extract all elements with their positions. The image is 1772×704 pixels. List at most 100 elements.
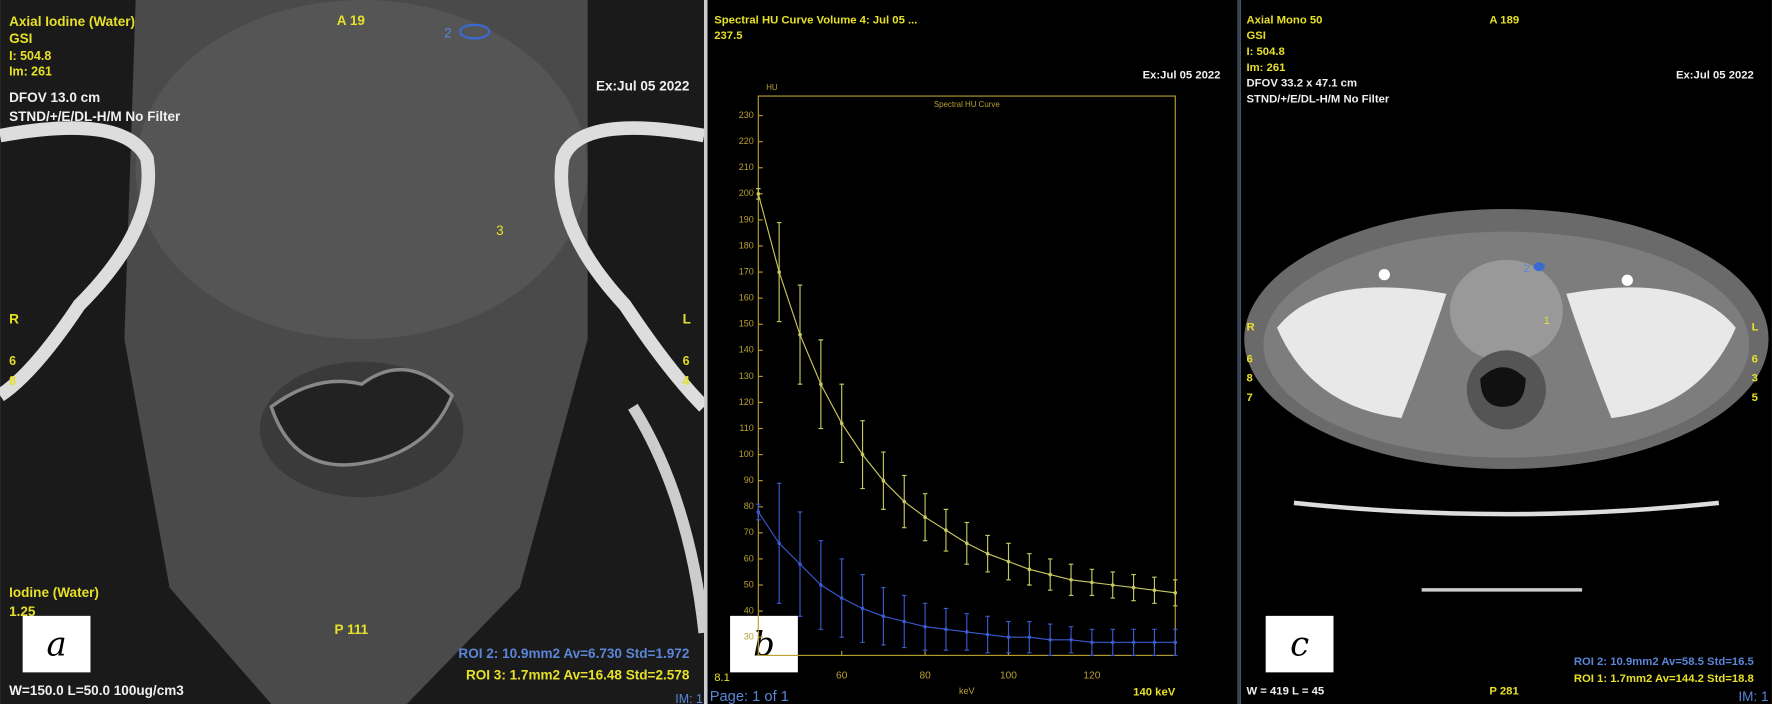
overlay-text: 6 — [1752, 353, 1758, 365]
overlay-text: Iodine (Water) — [9, 585, 99, 600]
data-point — [777, 541, 781, 546]
overlay-text: ROI 3: 1.7mm2 Av=16.48 Std=2.578 — [466, 667, 690, 682]
overlay-text: Ex:Jul 05 2022 — [596, 79, 689, 94]
overlay-text: W=150.0 L=50.0 100ug/cm3 — [9, 683, 184, 698]
panel-a-image — [0, 0, 710, 704]
x-tick-label: 120 — [1083, 670, 1100, 681]
overlay-text: 8.1 — [714, 672, 730, 684]
y-tick-label: 180 — [739, 240, 754, 250]
overlay-text: W = 419 L = 45 — [1246, 686, 1324, 698]
data-point — [1090, 640, 1094, 645]
overlay-text: Im: 261 — [9, 65, 52, 79]
data-point — [1131, 585, 1136, 590]
overlay-text: STND/+/E/DL-H/M No Filter — [9, 109, 181, 124]
overlay-text: P 111 — [335, 622, 369, 637]
data-point — [860, 606, 865, 611]
overlay-text: P 281 — [1489, 686, 1518, 698]
panel-label: c — [1290, 624, 1309, 663]
overlay-text: ROI 1: 1.7mm2 Av=144.2 Std=18.8 — [1574, 673, 1754, 685]
y-tick-label: 70 — [744, 527, 754, 537]
overlay-text: GSI — [9, 31, 32, 46]
overlay-text: A 189 — [1489, 14, 1519, 26]
panel-c-image — [1240, 0, 1772, 704]
data-point — [1110, 640, 1115, 645]
overlay-text: R — [9, 311, 19, 326]
x-axis-label: keV — [959, 686, 975, 696]
y-tick-label: 110 — [739, 423, 753, 433]
data-point — [902, 619, 907, 624]
data-point — [923, 515, 927, 520]
y-tick-label: 30 — [744, 632, 754, 642]
data-point — [1069, 577, 1073, 582]
data-point — [1173, 640, 1178, 645]
data-point — [881, 478, 886, 483]
overlay-text: 8 — [9, 374, 16, 388]
y-tick-label: 60 — [744, 553, 754, 563]
overlay-text: A 19 — [337, 13, 366, 28]
y-tick-label: 160 — [739, 293, 754, 303]
overlay-text: Axial Iodine (Water) — [9, 14, 135, 29]
data-point — [1006, 559, 1011, 564]
x-tick-label: 100 — [1000, 670, 1017, 681]
overlay-text: 2 — [444, 25, 452, 40]
data-point — [1048, 572, 1052, 577]
y-tick-label: 210 — [739, 162, 754, 172]
overlay-text: ROI 2: 10.9mm2 Av=6.730 Std=1.972 — [458, 646, 689, 661]
y-tick-label: 100 — [739, 449, 754, 459]
data-point — [839, 596, 844, 600]
panel-b-background — [707, 0, 1238, 704]
data-point — [839, 421, 844, 426]
overlay-text: STND/+/E/DL-H/M No Filter — [1246, 93, 1389, 105]
data-point — [860, 452, 865, 457]
overlay-text: Axial Mono 50 — [1246, 14, 1322, 26]
panel-label-box — [730, 615, 798, 673]
overlay-text: DFOV 33.2 x 47.1 cm — [1246, 78, 1357, 90]
y-tick-label: 50 — [744, 579, 754, 589]
overlay-text: DFOV 13.0 cm — [9, 90, 100, 105]
data-point — [1152, 588, 1157, 593]
overlay-text: Spectral HU Curve Volume 4: Jul 05 ... — [714, 14, 917, 26]
data-point — [964, 630, 969, 634]
panel-label: a — [46, 624, 66, 663]
data-point — [777, 270, 781, 274]
data-point — [923, 624, 927, 629]
overlay-text: L — [1752, 322, 1759, 334]
y-tick-label: 190 — [739, 214, 754, 224]
overlay-text: 1 — [1544, 315, 1550, 327]
data-point — [1006, 635, 1011, 639]
overlay-text: 3 — [496, 223, 504, 238]
data-point — [756, 192, 761, 196]
overlay-text: 6 — [683, 354, 690, 368]
data-point — [1152, 640, 1157, 645]
y-tick-label: 140 — [739, 345, 754, 355]
y-axis-label: HU — [766, 83, 778, 92]
data-point — [902, 499, 907, 504]
data-point — [1069, 637, 1073, 642]
panel-label-box — [1265, 615, 1334, 673]
overlay-text: IM: 1 — [1738, 689, 1768, 704]
y-tick-label: 220 — [739, 136, 754, 146]
overlay-text: IM: 1 — [675, 692, 703, 704]
y-tick-label: 80 — [744, 501, 754, 511]
y-tick-label: 40 — [744, 605, 754, 615]
overlay-text: 2 — [1523, 263, 1529, 275]
data-point — [964, 541, 969, 546]
overlay-text: R — [1246, 322, 1254, 334]
data-point — [798, 562, 802, 566]
overlay-text: 3 — [1752, 373, 1758, 385]
panel-label: b — [753, 624, 775, 663]
data-point — [1173, 591, 1178, 595]
y-tick-label: 90 — [744, 475, 754, 485]
y-tick-label: 230 — [739, 110, 754, 120]
x-tick-label: 60 — [836, 670, 848, 681]
overlay-text: 7 — [1246, 392, 1252, 404]
overlay-text: 4 — [683, 374, 690, 388]
y-tick-label: 120 — [739, 397, 754, 407]
y-tick-label: 170 — [739, 266, 754, 276]
overlay-text: L — [683, 311, 691, 326]
y-tick-label: 200 — [739, 188, 754, 198]
data-point — [819, 583, 823, 587]
data-point — [944, 528, 948, 533]
overlay-text: I: 504.8 — [1246, 46, 1284, 58]
